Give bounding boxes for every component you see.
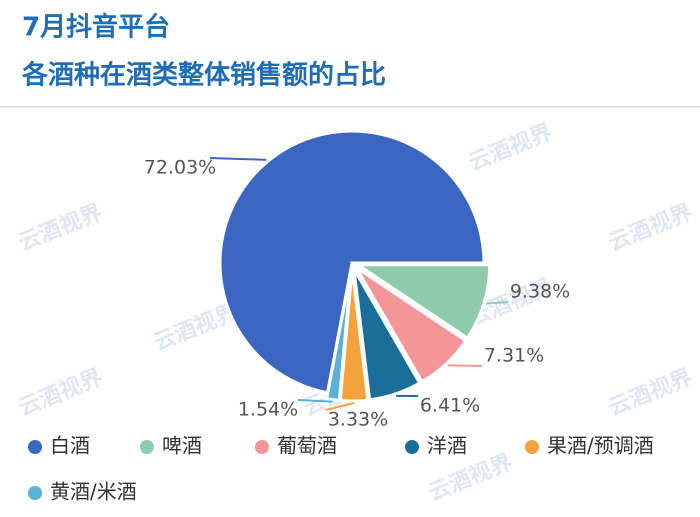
chart-title: 7月抖音平台 (22, 12, 170, 43)
legend-label: 果酒/预调酒 (547, 434, 654, 458)
legend-label: 葡萄酒 (277, 434, 337, 458)
legend-marker (28, 440, 42, 454)
legend-label: 啤酒 (162, 434, 202, 458)
pie-slice (218, 129, 486, 395)
legend-marker (525, 440, 539, 454)
leader-line (297, 399, 333, 403)
legend-label: 洋酒 (427, 434, 467, 458)
watermark: 云酒视界 (465, 119, 556, 176)
watermark: 云酒视界 (15, 199, 106, 256)
legend-label: 黄酒/米酒 (50, 480, 137, 504)
data-label: 7.31% (484, 345, 544, 367)
leader-line (447, 364, 483, 367)
pie-slice (324, 268, 353, 403)
data-label: 3.33% (328, 409, 388, 431)
pie-slice (354, 266, 468, 384)
data-label: 9.38% (510, 281, 570, 303)
legend-marker (255, 440, 269, 454)
legend-marker (405, 440, 419, 454)
pie-slice (352, 263, 492, 341)
leader-line (485, 301, 509, 305)
chart-title: 各酒种在酒类整体销售额的占比 (21, 60, 386, 91)
leader-line (209, 157, 267, 161)
legend-marker (28, 486, 42, 500)
data-label: 72.03% (144, 157, 216, 179)
legend-marker (140, 440, 154, 454)
data-label: 6.41% (420, 395, 480, 417)
watermark: 云酒视界 (605, 199, 696, 256)
pie-slice (352, 267, 422, 402)
watermark: 云酒视界 (605, 364, 696, 421)
leader-line (325, 402, 355, 411)
legend-label: 白酒 (50, 434, 90, 458)
data-label: 1.54% (238, 399, 298, 421)
watermark: 云酒视界 (425, 449, 516, 506)
watermark: 云酒视界 (15, 364, 106, 421)
